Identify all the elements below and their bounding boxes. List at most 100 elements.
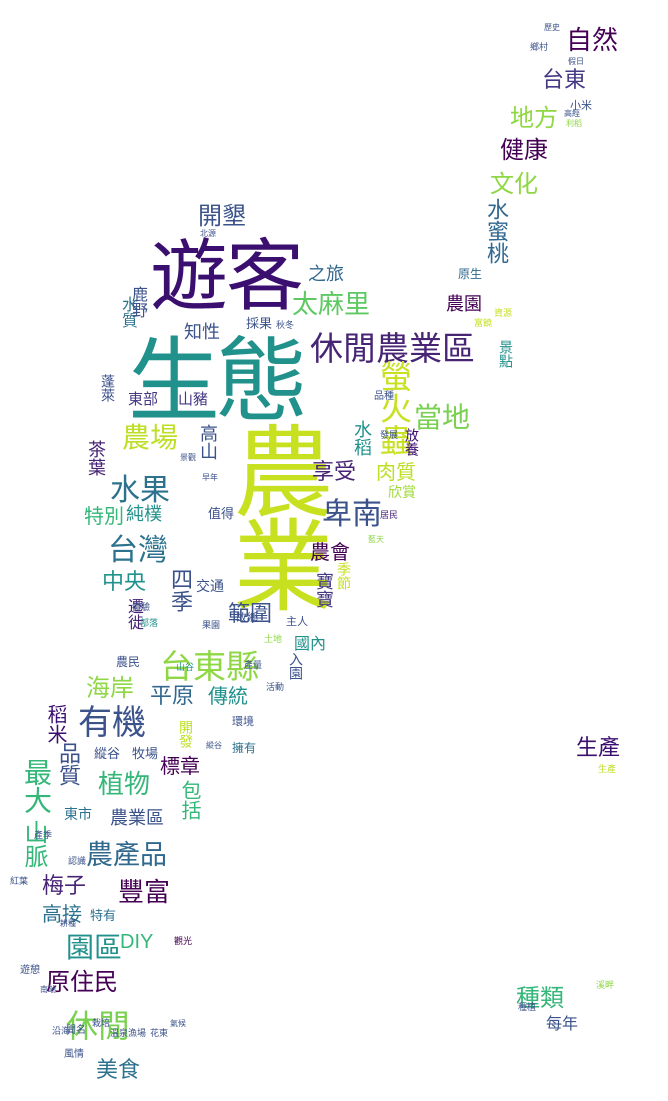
word-zhilv: 之旅 — [308, 264, 344, 285]
word-huodong: 活動 — [266, 683, 285, 693]
word-xinshang: 欣賞 — [388, 485, 416, 501]
word-ziran: 自然 — [566, 26, 619, 56]
word-shanmai: 山脈 — [20, 820, 48, 868]
word-gaojing: 高經 — [564, 109, 580, 118]
word-yongyou: 擁有 — [232, 741, 257, 755]
word-chanji: 產季 — [34, 831, 53, 841]
word-kaifa: 開發 — [177, 720, 193, 748]
word-zhonglei: 種類 — [516, 984, 564, 1012]
word-teyou: 特有 — [90, 909, 117, 924]
word-zhuren: 主人 — [286, 615, 308, 628]
word-zhongyang: 中央 — [102, 570, 147, 595]
word-youqi: 遊憩 — [20, 965, 40, 976]
word-wenquan: 溫泉 — [110, 1029, 129, 1039]
word-xiuxian: 休閒 — [66, 1007, 131, 1045]
word-shuizhi: 水質 — [119, 296, 138, 328]
word-yuanqu: 園區 — [66, 931, 123, 964]
word-qiudong: 秋冬 — [276, 321, 295, 331]
word-nongchang: 農場 — [122, 421, 179, 454]
word-jumin: 居民 — [380, 511, 399, 521]
word-guanguang: 觀光 — [174, 937, 193, 947]
word-daomi: 稻米 — [44, 704, 68, 744]
word-rouzhi: 肉質 — [376, 460, 416, 484]
word-zhide: 值得 — [208, 507, 235, 522]
word-dangdi: 當地 — [414, 401, 471, 434]
word-caiguo: 採果 — [246, 317, 273, 332]
word-zuida: 最大 — [20, 758, 53, 814]
word-zaipei: 栽培 — [92, 1019, 111, 1029]
word-muchang: 牧場 — [132, 747, 159, 762]
word-xiangshou: 享受 — [312, 460, 357, 485]
word-nongyequ: 農業區 — [110, 808, 164, 829]
word-fangyang: 放養 — [403, 428, 419, 456]
word-tiyan: 體驗 — [132, 603, 151, 613]
word-jiari: 假日 — [568, 57, 584, 66]
word-zhiwu: 植物 — [98, 770, 151, 800]
word-meinian: 每年 — [546, 1014, 579, 1033]
word-chanliang: 產量 — [244, 661, 263, 671]
word-furao: 富饒 — [474, 319, 493, 329]
word-pingyuan: 平原 — [150, 684, 195, 709]
word-kaiken: 開墾 — [198, 202, 246, 230]
word-gaoshan: 高山 — [197, 424, 218, 460]
word-fanwei: 範圍 — [228, 602, 273, 627]
word-lantian: 藍天 — [368, 535, 384, 544]
word-tudi: 土地 — [264, 635, 283, 645]
word-tebie: 特別 — [84, 504, 124, 528]
word-chunpu: 純樸 — [126, 504, 162, 525]
word-shuimitao: 水蜜桃 — [483, 198, 508, 264]
word-nongchanpin: 農產品 — [86, 840, 167, 871]
word-siji: 四季 — [167, 568, 192, 612]
word-huanjing: 環境 — [232, 715, 254, 728]
word-qianxi: 遷徙 — [125, 598, 144, 630]
word-zhongzhi: 種植 — [518, 1003, 537, 1013]
word-zaonian: 早年 — [202, 473, 218, 482]
word-fengfu: 豐富 — [118, 878, 171, 908]
word-qihou: 氣候 — [170, 1019, 186, 1028]
word-chuantong: 傳統 — [208, 684, 248, 708]
word-fengqing: 風情 — [64, 1049, 84, 1060]
word-difang: 地方 — [510, 104, 558, 132]
word-shuidao: 水稻 — [351, 420, 372, 456]
word-buluo: 部落 — [140, 619, 159, 629]
word-meizi: 梅子 — [42, 874, 87, 899]
word-guoyuan: 果園 — [202, 621, 221, 631]
word-penglai: 蓬萊 — [99, 374, 115, 402]
word-youji: 有機 — [78, 703, 146, 743]
word-guonei: 國內 — [294, 634, 327, 653]
word-lishi: 歷史 — [544, 23, 560, 32]
word-beinan: 卑南 — [322, 497, 382, 532]
word-xiuxian-nongye-qu: 休閒農業區 — [310, 329, 475, 368]
word-jiankang: 健康 — [500, 136, 548, 164]
word-jingguan: 景觀 — [180, 453, 196, 462]
word-shengchan: 生產 — [576, 736, 621, 761]
word-taimali: 太麻里 — [292, 290, 371, 320]
word-shanzhu: 山豬 — [178, 390, 209, 408]
word-haian: 海岸 — [86, 674, 134, 702]
word-ruyuan: 入園 — [287, 652, 303, 680]
word-xipan: 溪畔 — [596, 981, 615, 991]
word-wenming: 聞名 — [66, 1025, 86, 1036]
word-chaye: 茶葉 — [85, 440, 106, 476]
word-ziyuan: 資源 — [494, 309, 513, 319]
word-meishi: 美食 — [96, 1058, 141, 1083]
word-jingdian: 景點 — [497, 340, 513, 368]
word-baobao: 寶寶 — [313, 572, 334, 608]
word-taiwan: 台灣 — [108, 533, 168, 568]
word-hongye: 紅葉 — [10, 877, 29, 887]
word-yinghuochong: 螢火蟲 — [375, 360, 413, 456]
word-renshi: 認識 — [68, 857, 87, 867]
word-xiangcun: 鄉村 — [530, 43, 549, 53]
word-yuchang: 漁場 — [128, 1029, 147, 1039]
word-lidao: 利稻 — [566, 119, 582, 128]
word-biaozhang: 標章 — [160, 754, 200, 778]
word-xiaomi: 小米 — [570, 99, 592, 112]
word-yanhai: 沿海 — [52, 1027, 71, 1037]
word-jiaotong: 交通 — [196, 579, 224, 595]
word-shengchan2: 生產 — [598, 765, 617, 775]
word-nongye: 農業 — [216, 420, 333, 608]
word-huadong: 花東 — [150, 1029, 169, 1039]
word-pinzhong: 品種 — [374, 391, 394, 402]
word-luye: 鹿野 — [129, 286, 148, 318]
